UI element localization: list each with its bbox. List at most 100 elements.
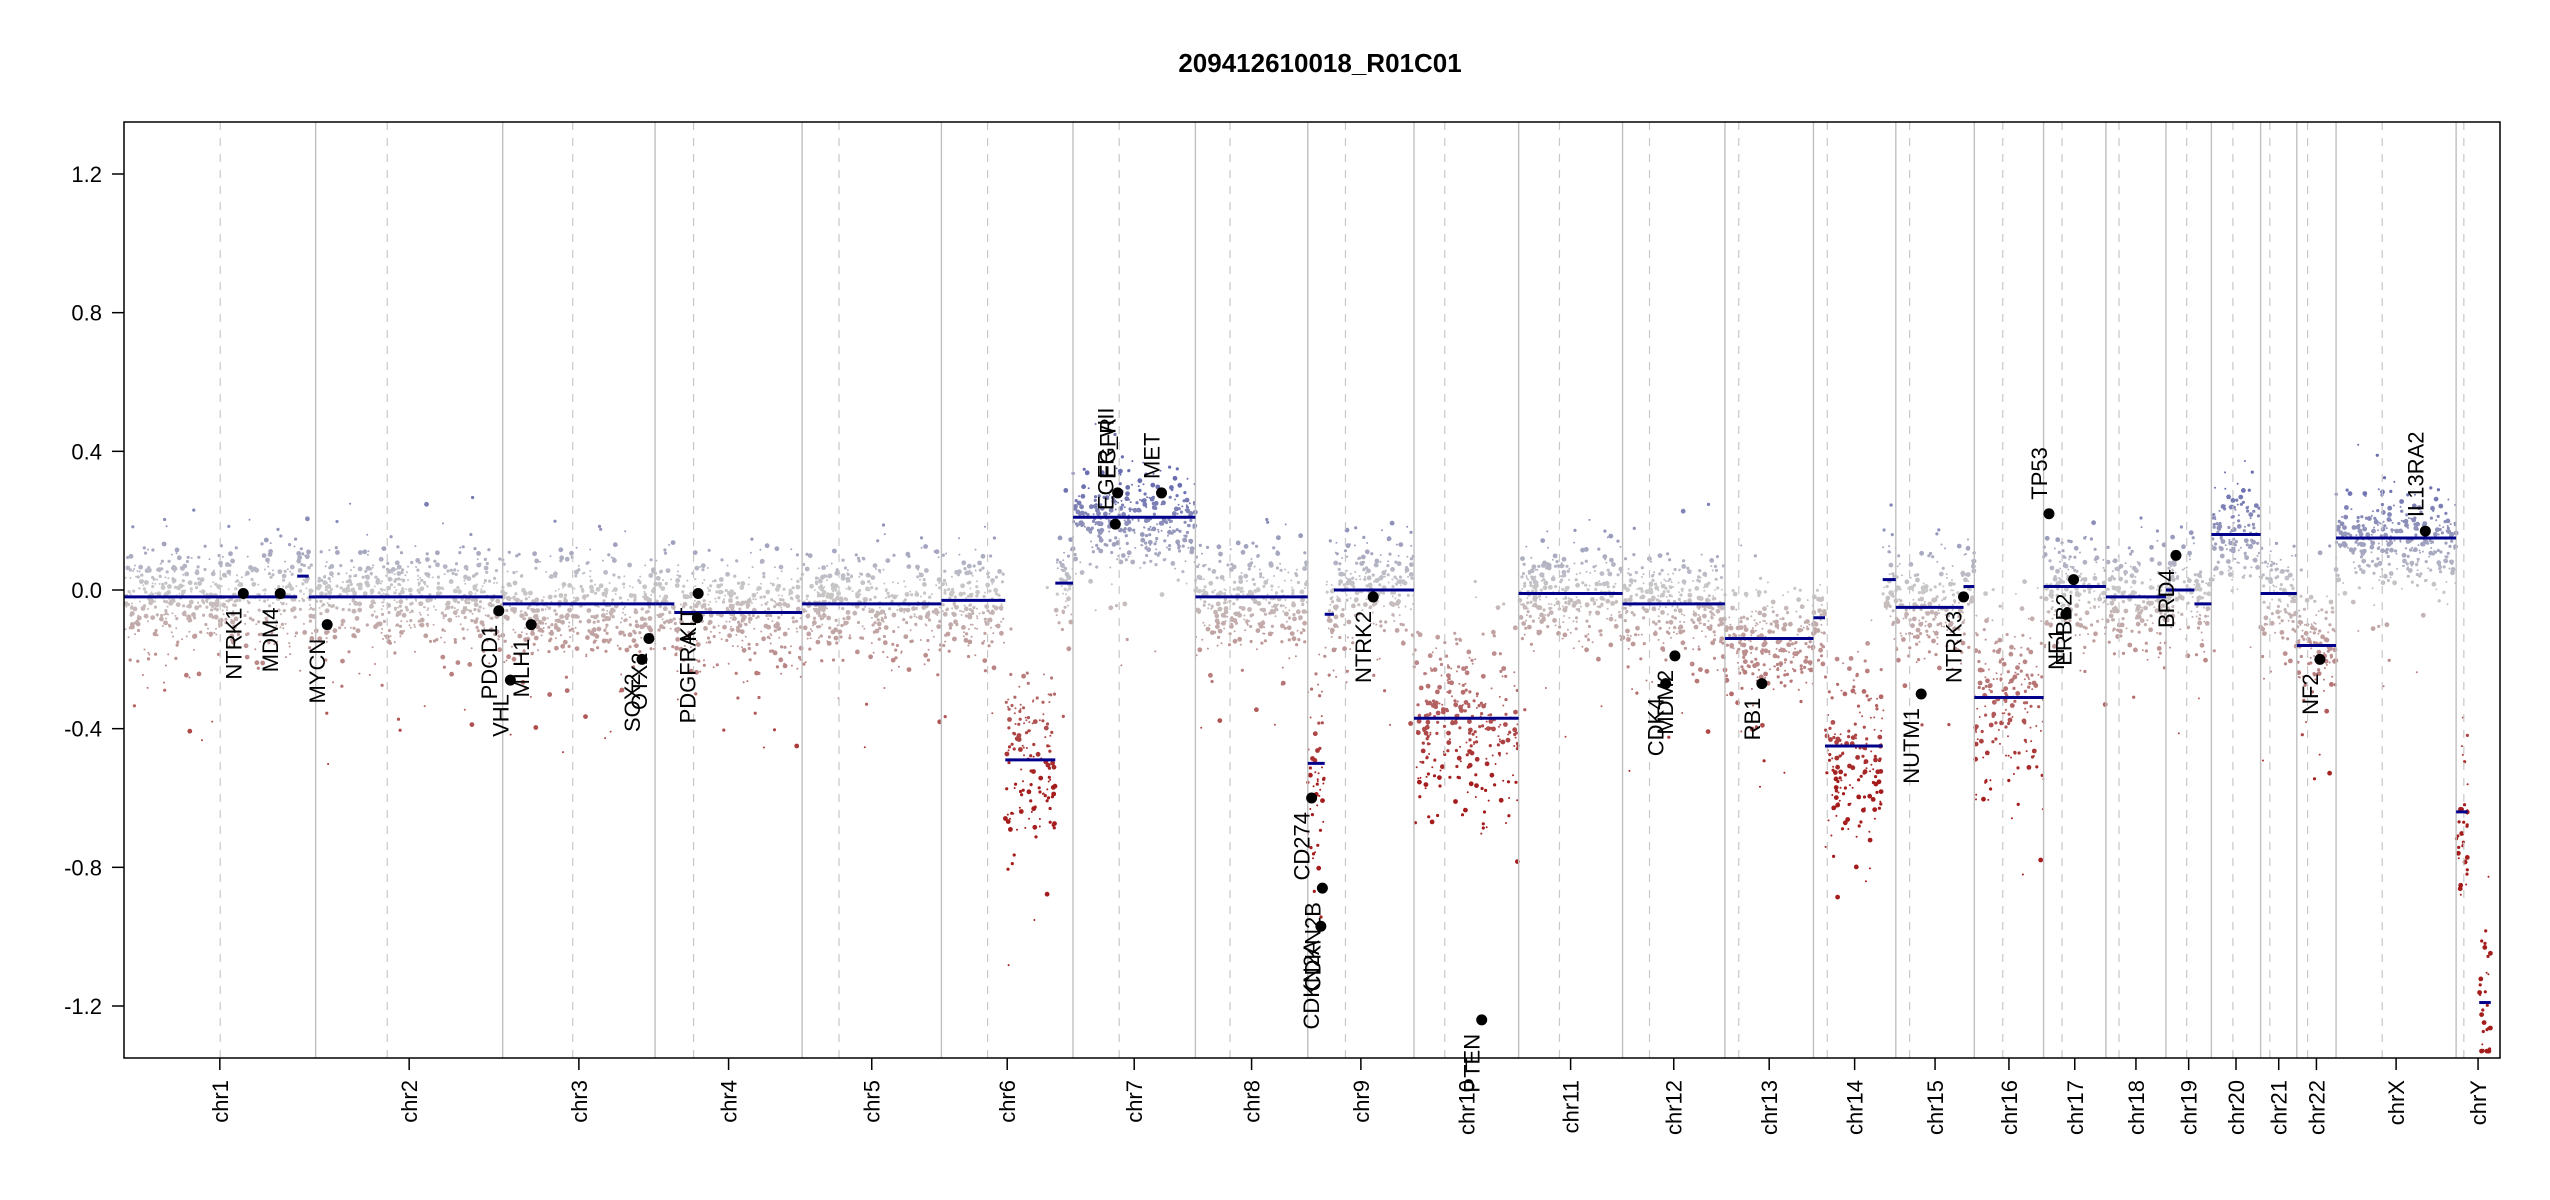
probe-point <box>1446 730 1451 736</box>
probe-point <box>1062 559 1065 562</box>
probe-point <box>267 614 271 618</box>
probe-point <box>175 643 179 647</box>
probe-point <box>383 588 386 591</box>
probe-point <box>935 584 938 587</box>
probe-point <box>294 631 299 635</box>
probe-point <box>1393 575 1397 579</box>
probe-point <box>1312 889 1316 894</box>
probe-point <box>1788 651 1790 654</box>
probe-point <box>617 575 621 579</box>
probe-point <box>1432 667 1438 672</box>
probe-point <box>1302 566 1307 571</box>
probe-point <box>951 607 954 610</box>
probe-point <box>1627 568 1630 570</box>
probe-point <box>1047 693 1050 696</box>
probe-point <box>817 577 820 580</box>
probe-point <box>821 607 826 613</box>
probe-point <box>164 664 167 667</box>
probe-point <box>493 582 496 584</box>
probe-point <box>756 585 762 591</box>
probe-point <box>1516 799 1519 802</box>
probe-point <box>1023 754 1025 757</box>
probe-point <box>870 642 873 645</box>
probe-point <box>1878 694 1884 700</box>
probe-point <box>842 617 846 621</box>
probe-cloud-chr10-16 <box>1412 579 1520 864</box>
probe-point <box>1707 619 1710 622</box>
probe-point <box>1605 581 1609 586</box>
probe-point <box>799 658 802 661</box>
probe-point <box>1519 603 1522 606</box>
probe-point <box>819 634 823 638</box>
probe-point <box>182 573 185 576</box>
probe-point <box>1283 604 1285 607</box>
probe-point <box>224 617 228 621</box>
probe-point <box>1653 571 1656 574</box>
probe-point <box>819 615 822 618</box>
probe-point <box>777 616 781 620</box>
probe-point <box>1492 634 1496 638</box>
probe-point <box>136 575 140 579</box>
probe-point <box>1481 703 1486 709</box>
probe-point <box>1437 775 1442 780</box>
probe-point <box>154 633 157 636</box>
probe-point <box>290 607 295 613</box>
probe-point <box>1847 735 1851 739</box>
probe-point <box>128 568 133 572</box>
probe-point <box>382 619 386 624</box>
probe-point <box>1697 579 1702 583</box>
probe-point <box>192 508 196 512</box>
probe-point <box>1154 552 1158 556</box>
probe-point <box>1554 624 1557 627</box>
probe-point <box>1659 605 1661 608</box>
probe-point <box>905 621 909 625</box>
probe-point <box>1386 573 1390 577</box>
probe-point <box>1677 581 1680 584</box>
probe-point <box>428 593 432 597</box>
probe-point <box>1660 610 1665 615</box>
probe-point <box>374 575 378 579</box>
probe-point <box>1453 702 1459 708</box>
probe-point <box>371 646 374 649</box>
probe-point <box>1409 530 1413 534</box>
probe-point <box>293 545 296 548</box>
probe-point <box>1827 735 1830 737</box>
probe-cloud-chr5-7 <box>800 523 943 749</box>
probe-point <box>1218 551 1223 557</box>
probe-point <box>1521 587 1524 590</box>
probe-point <box>1125 541 1129 546</box>
probe-point <box>923 544 928 549</box>
probe-point <box>1116 558 1119 561</box>
probe-point <box>918 572 921 575</box>
probe-point <box>577 564 580 567</box>
probe-point <box>281 602 285 606</box>
probe-point <box>184 571 190 577</box>
probe-point <box>579 584 583 589</box>
probe-point <box>1046 744 1050 748</box>
probe-point <box>945 582 948 584</box>
probe-point <box>798 625 803 629</box>
probe-point <box>1435 689 1440 695</box>
probe-point <box>841 607 845 611</box>
probe-point <box>1202 578 1205 581</box>
probe-point <box>1354 597 1359 603</box>
probe-point <box>435 638 439 642</box>
probe-point <box>373 585 376 588</box>
probe-point <box>1605 561 1608 564</box>
probe-point <box>393 591 397 595</box>
probe-point <box>1771 606 1774 609</box>
probe-point <box>724 594 727 597</box>
probe-point <box>1473 730 1477 734</box>
probe-point <box>129 593 132 596</box>
probe-point <box>913 613 916 616</box>
probe-point <box>659 595 661 598</box>
probe-point <box>1270 624 1274 628</box>
probe-point <box>992 536 997 540</box>
probe-point <box>1664 606 1667 609</box>
probe-point <box>699 670 702 673</box>
probe-point <box>1446 740 1452 745</box>
probe-point <box>1345 598 1349 602</box>
probe-point <box>1073 556 1079 562</box>
probe-point <box>1084 470 1090 476</box>
probe-point <box>1551 558 1554 561</box>
